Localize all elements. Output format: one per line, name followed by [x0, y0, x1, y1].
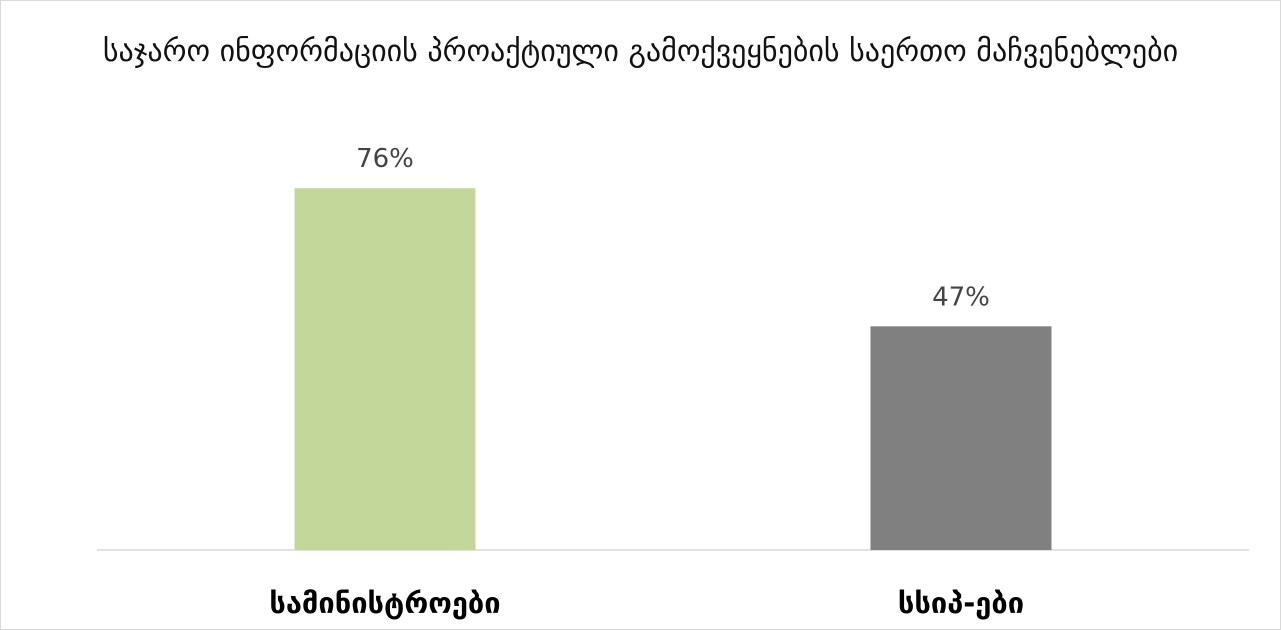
bar-2 [870, 326, 1052, 550]
data-label-2: 47% [932, 282, 990, 312]
category-label-1: სამინისტროები [269, 586, 500, 620]
data-label-1: 76% [356, 144, 414, 174]
category-label-2: სსიპ-ები [898, 586, 1024, 620]
chart-title: საჯარო ინფორმაციის პროაქტიული გამოქვეყნე… [102, 34, 1179, 69]
bar-1 [294, 188, 476, 550]
bars-group: 76% სამინისტროები 47% სსიპ-ები [269, 144, 1052, 620]
